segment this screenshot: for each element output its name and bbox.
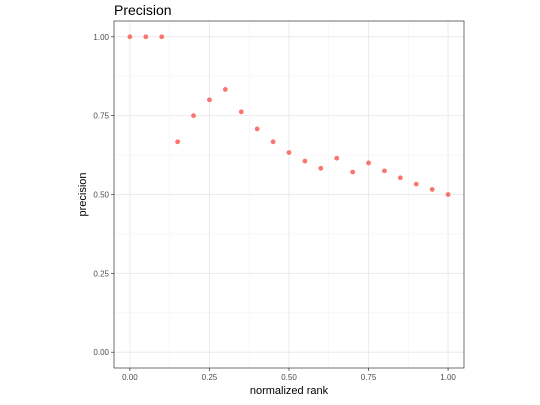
data-point	[159, 34, 165, 40]
data-point	[207, 97, 212, 103]
x-tick-label: 1.00	[440, 373, 456, 382]
data-point	[366, 160, 371, 166]
y-tick-label: 0.75	[93, 112, 109, 121]
chart-title: Precision	[114, 2, 172, 18]
x-tick-label: 0.25	[202, 373, 218, 382]
data-point	[350, 169, 356, 175]
data-point	[429, 187, 435, 192]
data-point	[382, 168, 387, 174]
y-axis-ticks: 0.00 0.25 0.50 0.75 1.00	[93, 33, 114, 357]
data-point	[191, 113, 196, 119]
data-point	[413, 181, 419, 187]
x-tick-label: 0.00	[122, 373, 138, 382]
y-tick-label: 1.00	[93, 33, 109, 42]
data-point	[143, 34, 149, 40]
data-point	[254, 126, 260, 132]
major-gridlines	[114, 21, 464, 368]
x-axis-title: normalized rank	[250, 385, 329, 397]
data-point	[318, 165, 324, 171]
y-tick-label: 0.00	[93, 348, 109, 357]
x-tick-label: 0.50	[281, 373, 297, 382]
data-point	[127, 34, 133, 40]
data-point	[175, 139, 181, 145]
y-tick-label: 0.25	[93, 269, 109, 278]
data-point	[270, 139, 276, 145]
y-tick-label: 0.50	[93, 191, 109, 200]
x-tick-label: 0.75	[361, 373, 377, 382]
data-point	[445, 192, 451, 197]
data-point	[238, 109, 244, 115]
data-point	[286, 150, 292, 155]
data-point	[334, 155, 340, 161]
data-point	[302, 158, 308, 164]
data-point	[222, 87, 228, 92]
x-axis-ticks: 0.00 0.25 0.50 0.75 1.00	[122, 368, 456, 382]
data-points	[127, 34, 451, 197]
y-axis-title: precision	[77, 172, 89, 216]
data-point	[397, 175, 403, 181]
